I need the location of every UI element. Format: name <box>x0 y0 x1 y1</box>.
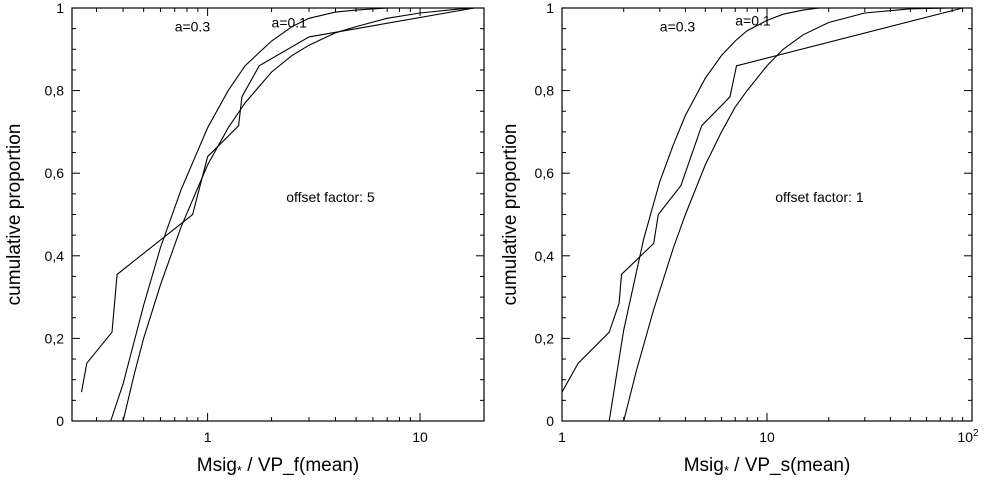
y-tick-label: 0,4 <box>535 248 555 264</box>
offset-factor-annotation: offset factor: 1 <box>775 189 864 205</box>
y-tick-label: 1 <box>546 0 554 16</box>
y-tick-label: 0,8 <box>535 83 555 99</box>
curve-label: a=0.1 <box>272 14 308 30</box>
y-axis-title: cumulative proportion <box>4 124 25 306</box>
curve-a-0-3 <box>608 7 820 422</box>
x-tick-label: 10 <box>759 429 775 445</box>
x-tick-label: 102 <box>957 428 979 445</box>
empirical-cdf-line <box>561 7 963 393</box>
y-tick-label: 1 <box>56 0 64 16</box>
curve-label: a=0.3 <box>660 19 696 35</box>
y-tick-label: 0 <box>546 413 554 429</box>
x-axis-title: Msig* / VP_f(mean) <box>197 455 359 475</box>
x-tick-label: 1 <box>558 429 566 445</box>
y-tick-label: 0,8 <box>45 83 65 99</box>
curve-a-0-1 <box>122 7 475 422</box>
empirical-cdf-line <box>80 7 475 393</box>
chart-panel-left: 0 0,2 0,4 0,6 0,8 1 1 10 cumulative proportion Ms… <box>4 0 485 478</box>
y-tick-label: 0,2 <box>535 330 555 346</box>
curve-a-0-1 <box>623 7 972 422</box>
offset-factor-annotation: offset factor: 5 <box>286 189 375 205</box>
x-axis-title: Msig* / VP_s(mean) <box>684 455 851 475</box>
curve-label: a=0.3 <box>175 19 211 35</box>
y-tick-label: 0 <box>56 413 64 429</box>
y-tick-label: 0,2 <box>45 330 65 346</box>
x-tick-label: 1 <box>204 429 212 445</box>
curve-a-0-3 <box>110 7 475 422</box>
y-tick-label: 0,6 <box>535 165 555 181</box>
chart-panel-right: 0 0,2 0,4 0,6 0,8 1 1 10 102 cumulative proportio… <box>500 0 979 478</box>
x-tick-label: 10 <box>412 429 428 445</box>
curve-label: a=0.1 <box>735 12 771 28</box>
plot-frame <box>561 7 973 422</box>
y-tick-label: 0,4 <box>45 248 65 264</box>
y-tick-label: 0,6 <box>45 165 65 181</box>
plot-frame <box>71 7 485 422</box>
y-axis-title: cumulative proportion <box>500 124 521 306</box>
